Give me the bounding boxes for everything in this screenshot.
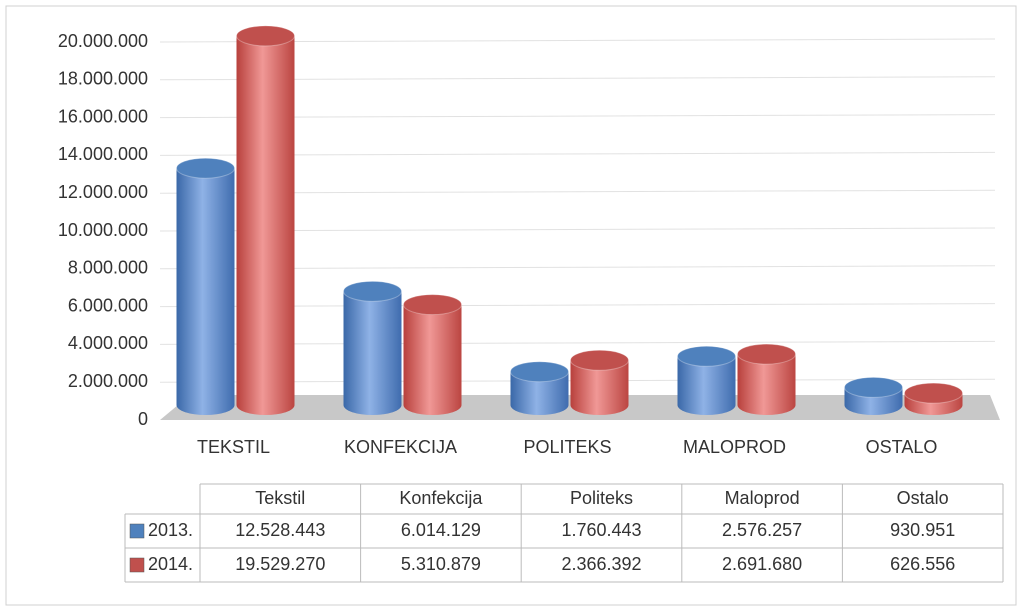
- grid-line: [159, 303, 996, 308]
- table-value: 6.014.129: [401, 520, 481, 540]
- legend-label: 2013.: [148, 520, 193, 540]
- table-value: 5.310.879: [401, 554, 481, 574]
- x-tick-label: MALOPROD: [683, 437, 786, 457]
- grid-line: [159, 340, 996, 345]
- table-value: 626.556: [890, 554, 955, 574]
- table-value: 2.576.257: [722, 520, 802, 540]
- table-header: Ostalo: [897, 488, 949, 508]
- table-header: Politeks: [570, 488, 633, 508]
- legend-key: [129, 557, 145, 573]
- table-value: 2.691.680: [722, 554, 802, 574]
- cylinder-top: [844, 376, 903, 398]
- y-tick-label: 6.000.000: [68, 295, 148, 315]
- grid-line: [159, 151, 996, 156]
- y-tick-label: 14.000.000: [58, 144, 148, 164]
- grid-line: [159, 114, 996, 119]
- bar: [343, 291, 402, 405]
- y-tick-label: 2.000.000: [68, 371, 148, 391]
- grid-line: [159, 38, 996, 43]
- x-tick-label: TEKSTIL: [197, 437, 270, 457]
- cylinder-top: [677, 345, 736, 367]
- cylinder-top: [510, 361, 569, 383]
- y-tick-label: 10.000.000: [58, 220, 148, 240]
- bar: [236, 35, 295, 406]
- bar: [176, 168, 235, 405]
- cylinder-top: [176, 157, 235, 179]
- x-tick-label: POLITEKS: [523, 437, 611, 457]
- bar: [403, 304, 462, 405]
- y-tick-label: 0: [138, 409, 148, 429]
- x-tick-label: KONFEKCIJA: [344, 437, 457, 457]
- table-header: Tekstil: [255, 488, 305, 508]
- table-header: Konfekcija: [399, 488, 483, 508]
- y-tick-label: 18.000.000: [58, 69, 148, 89]
- table-value: 19.529.270: [235, 554, 325, 574]
- cylinder-top: [403, 294, 462, 316]
- grid-line: [159, 76, 996, 81]
- y-tick-label: 16.000.000: [58, 106, 148, 126]
- y-tick-label: 4.000.000: [68, 333, 148, 353]
- y-tick-label: 12.000.000: [58, 182, 148, 202]
- grid-line: [159, 227, 996, 232]
- table-header: Maloprod: [725, 488, 800, 508]
- table-value: 1.760.443: [561, 520, 641, 540]
- table-value: 930.951: [890, 520, 955, 540]
- table-value: 12.528.443: [235, 520, 325, 540]
- legend-key: [129, 523, 145, 539]
- grid-line: [159, 265, 996, 270]
- grid-line: [159, 189, 996, 194]
- cylinder-top: [737, 343, 796, 365]
- y-tick-label: 20.000.000: [58, 31, 148, 51]
- x-tick-label: OSTALO: [866, 437, 938, 457]
- table-value: 2.366.392: [561, 554, 641, 574]
- y-tick-label: 8.000.000: [68, 258, 148, 278]
- cylinder-top: [570, 349, 629, 371]
- cylinder-top: [236, 25, 295, 47]
- cylinder-top: [904, 382, 963, 404]
- legend-label: 2014.: [148, 554, 193, 574]
- cylinder-top: [343, 280, 402, 302]
